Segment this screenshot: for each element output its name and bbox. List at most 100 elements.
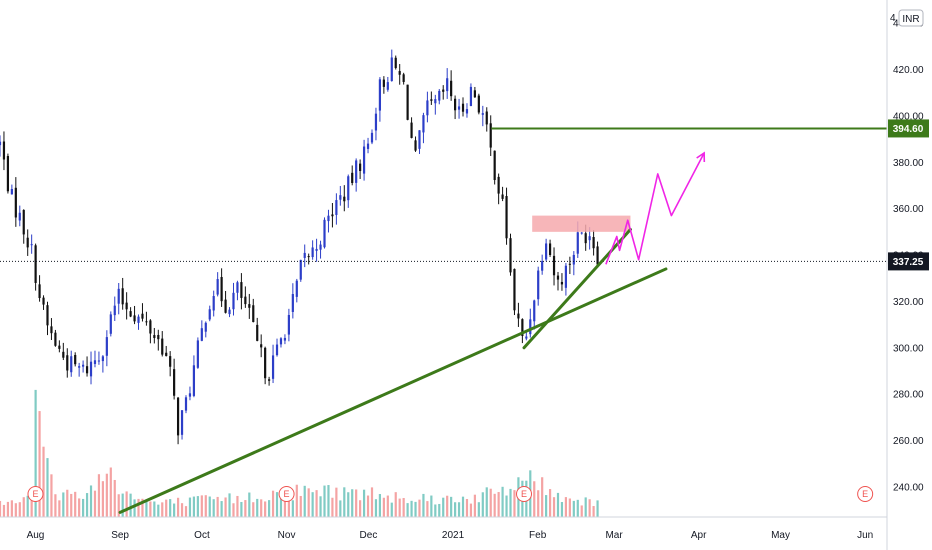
- projection-arrowhead: [696, 151, 706, 163]
- volume-bar: [212, 499, 215, 517]
- volume-bar: [568, 498, 571, 517]
- candle-body: [196, 340, 199, 368]
- volume-bar: [252, 502, 255, 517]
- volume-bar: [315, 490, 318, 517]
- candle-body: [78, 366, 81, 368]
- volume-bar: [572, 500, 575, 517]
- volume-bar: [18, 502, 21, 517]
- earnings-marker-label: E: [521, 489, 527, 499]
- volume-bar: [149, 501, 152, 517]
- candle-body: [70, 356, 73, 373]
- volume-bar: [121, 493, 124, 517]
- candle-body: [125, 302, 128, 310]
- volume-bar: [165, 499, 168, 517]
- candle-body: [362, 146, 366, 174]
- volume-bar: [545, 495, 548, 517]
- candle-body: [58, 345, 61, 349]
- volume-bar: [378, 494, 382, 517]
- volume-bar: [161, 502, 164, 517]
- x-tick-label: Jun: [857, 530, 873, 541]
- candle-body: [525, 336, 528, 339]
- candle-body: [489, 123, 492, 148]
- candle-body: [141, 313, 144, 319]
- candle-body: [366, 143, 370, 149]
- volume-bar: [279, 493, 283, 517]
- volume-bar: [541, 477, 544, 517]
- candle-body: [351, 172, 354, 184]
- candle-body: [46, 305, 49, 326]
- volume-bar: [10, 500, 13, 517]
- candle-body: [161, 338, 164, 355]
- volume-bar: [366, 495, 370, 517]
- candle-body: [22, 210, 25, 235]
- candle-body: [307, 256, 310, 258]
- candle-body: [291, 294, 294, 312]
- candle-body: [560, 281, 564, 285]
- earnings-marker-label: E: [32, 489, 38, 499]
- candle-body: [355, 160, 358, 183]
- candle-body: [268, 379, 271, 381]
- candle-body: [200, 328, 203, 341]
- volume-bar: [268, 500, 271, 517]
- volume-bar: [505, 495, 508, 517]
- x-tick-label: Feb: [529, 530, 547, 541]
- candle-body: [410, 122, 413, 138]
- candle-body: [54, 332, 57, 346]
- volume-bar: [414, 501, 417, 517]
- candle-body: [0, 141, 2, 146]
- volume-bar: [50, 474, 53, 517]
- volume-bar: [66, 489, 69, 517]
- candle-body: [157, 334, 160, 340]
- candle-body: [390, 57, 393, 82]
- volume-bar: [236, 495, 239, 517]
- volume-bar: [556, 492, 560, 517]
- volume-bar: [359, 500, 362, 517]
- volume-bar: [537, 490, 540, 517]
- volume-bar: [410, 500, 413, 517]
- volume-bar: [157, 504, 160, 517]
- volume-bar: [6, 501, 10, 517]
- candle-body: [398, 71, 401, 75]
- volume-bar: [311, 492, 314, 517]
- volume-bar: [347, 492, 350, 517]
- volume-bar: [82, 498, 85, 517]
- volume-bar: [38, 411, 41, 517]
- volume-bar: [402, 498, 405, 517]
- projection-path: [605, 152, 705, 265]
- candle-body: [541, 261, 544, 271]
- volume-bar: [386, 495, 389, 517]
- volume-bar: [355, 489, 358, 517]
- candle-body: [434, 99, 437, 104]
- x-tick-label: Dec: [360, 530, 378, 541]
- candle-body: [394, 57, 397, 69]
- volume-bar: [303, 485, 306, 517]
- volume-bar: [133, 499, 136, 517]
- candle-body: [66, 355, 69, 371]
- volume-bar: [208, 496, 211, 517]
- volume-bar: [109, 467, 112, 517]
- candle-body: [129, 311, 132, 317]
- volume-bar: [501, 486, 504, 517]
- volume-bar: [580, 505, 583, 517]
- volume-bar: [473, 494, 476, 517]
- volume-bar: [97, 474, 101, 517]
- candle-body: [374, 113, 378, 131]
- volume-bar: [343, 487, 346, 517]
- candle-body: [564, 265, 568, 288]
- candle-body: [580, 232, 583, 234]
- candle-body: [30, 244, 33, 246]
- volume-bar: [307, 488, 310, 517]
- candle-body: [402, 74, 405, 82]
- volume-bar: [220, 501, 223, 517]
- candle-body: [82, 364, 85, 367]
- volume-bar: [113, 479, 116, 517]
- candle-body: [533, 300, 536, 322]
- volume-bar: [592, 506, 595, 517]
- candle-body: [477, 95, 480, 113]
- currency-label[interactable]: 4 INR: [890, 9, 924, 27]
- candle-body: [169, 356, 172, 367]
- volume-bar: [485, 487, 488, 517]
- volume-bar: [244, 500, 247, 517]
